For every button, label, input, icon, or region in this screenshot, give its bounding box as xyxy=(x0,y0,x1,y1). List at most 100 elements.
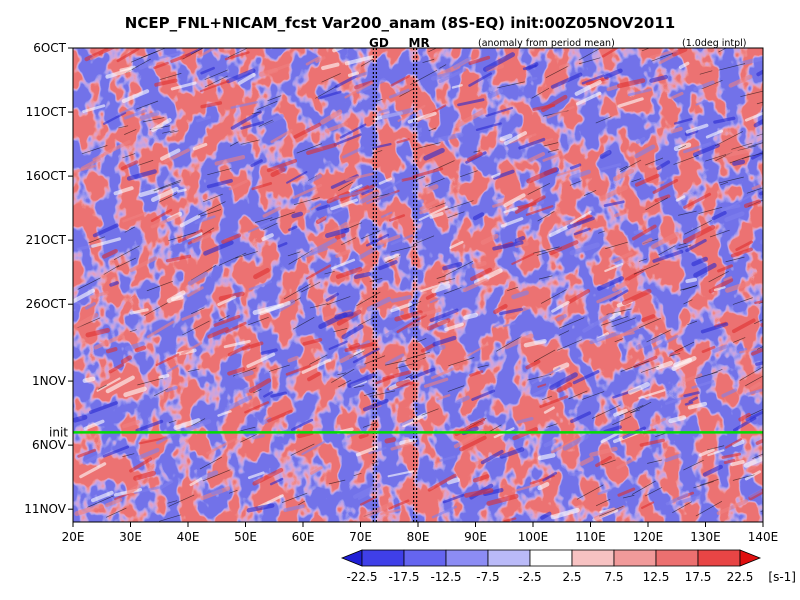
contour-stroke xyxy=(384,360,407,366)
anomaly-streak xyxy=(731,318,756,334)
contour-stroke xyxy=(415,176,426,181)
anomaly-streak xyxy=(355,71,369,78)
contour-stroke xyxy=(187,368,200,372)
contour-stroke xyxy=(668,353,681,357)
contour-stroke xyxy=(281,492,308,503)
anomaly-streak xyxy=(711,210,727,221)
contour-stroke xyxy=(168,494,195,507)
anomaly-streak xyxy=(224,51,250,61)
contour-stroke xyxy=(158,193,178,203)
chart-subtitle-right: (1.0deg intpl) xyxy=(682,38,747,49)
y-tick-label: 6OCT xyxy=(33,41,66,55)
anomaly-streak xyxy=(430,71,453,81)
anomaly-streak xyxy=(558,62,570,70)
contour-stroke xyxy=(578,57,601,65)
contour-stroke xyxy=(413,235,435,245)
anomaly-streak xyxy=(550,507,580,520)
contour-stroke xyxy=(191,307,205,315)
anomaly-streak xyxy=(451,84,463,89)
contour-stroke xyxy=(527,183,550,195)
anomaly-streak xyxy=(739,347,761,354)
anomaly-streak xyxy=(456,395,470,405)
anomaly-streak xyxy=(431,365,460,380)
anomaly-streak xyxy=(332,48,346,53)
anomaly-streak xyxy=(735,240,753,252)
anomaly-streak xyxy=(325,227,350,238)
contour-stroke xyxy=(718,63,746,71)
anomaly-streak xyxy=(310,203,322,211)
anomaly-streak xyxy=(309,466,323,475)
contour-stroke xyxy=(116,257,136,268)
anomaly-streak xyxy=(270,129,293,144)
contour-stroke xyxy=(620,159,642,172)
contour-stroke xyxy=(416,338,427,343)
contour-stroke xyxy=(614,338,624,342)
anomaly-streak xyxy=(654,194,671,203)
contour-stroke xyxy=(204,69,228,80)
contour-stroke xyxy=(202,193,223,203)
contour-stroke xyxy=(694,371,718,380)
anomaly-streak xyxy=(389,88,410,99)
anomaly-streak xyxy=(353,483,381,499)
contour-stroke xyxy=(146,281,174,292)
anomaly-streak xyxy=(157,51,185,60)
contour-stroke xyxy=(737,145,757,151)
anomaly-streak xyxy=(166,364,179,373)
anomaly-streak xyxy=(160,148,181,161)
contour-stroke xyxy=(167,500,178,504)
anomaly-streak xyxy=(74,503,104,517)
anomaly-streak xyxy=(514,235,526,243)
anomaly-streak xyxy=(431,505,457,519)
colorbar-swatch xyxy=(487,549,531,567)
anomaly-streak xyxy=(122,419,140,429)
contour-stroke xyxy=(629,401,652,414)
anomaly-streak xyxy=(316,204,330,211)
anomaly-streak xyxy=(656,160,671,171)
contour-stroke xyxy=(360,59,373,67)
anomaly-streak xyxy=(434,344,446,352)
anomaly-streak xyxy=(576,91,602,106)
anomaly-streak xyxy=(589,331,621,345)
anomaly-streak xyxy=(75,312,99,328)
anomaly-streak xyxy=(407,321,422,329)
anomaly-streak xyxy=(214,155,246,166)
anomaly-streak xyxy=(196,115,212,123)
anomaly-streak xyxy=(649,49,677,59)
init-line-group: init xyxy=(49,425,763,439)
anomaly-streak xyxy=(246,352,276,368)
anomaly-streak xyxy=(498,307,523,316)
anomaly-streak xyxy=(336,309,362,326)
anomaly-streak xyxy=(429,211,444,219)
anomaly-streak xyxy=(491,172,501,179)
x-tick-label: 140E xyxy=(748,530,779,544)
contour-stroke xyxy=(228,490,238,494)
contour-stroke xyxy=(251,111,261,115)
anomaly-streak xyxy=(395,379,411,387)
contour-stroke xyxy=(619,165,628,170)
anomaly-streak xyxy=(192,142,208,151)
anomaly-streak xyxy=(627,382,650,395)
anomaly-streak xyxy=(582,313,613,333)
anomaly-streak xyxy=(751,184,762,190)
anomaly-streak xyxy=(731,439,745,448)
anomaly-streak xyxy=(390,74,411,87)
contour-stroke xyxy=(676,244,692,250)
anomaly-streak xyxy=(359,191,379,204)
anomaly-streak xyxy=(457,98,485,107)
contour-stroke xyxy=(182,320,210,336)
anomaly-streak xyxy=(230,101,258,109)
anomaly-streak xyxy=(92,223,119,238)
anomaly-streak xyxy=(720,204,741,212)
anomaly-streak xyxy=(569,242,600,256)
anomaly-streak xyxy=(736,347,748,354)
contour-stroke xyxy=(290,443,315,456)
contour-stroke xyxy=(428,127,437,132)
anomaly-streak xyxy=(84,48,115,62)
anomaly-streak xyxy=(267,409,293,423)
anomaly-streak xyxy=(358,432,369,439)
y-tick-label: 6NOV xyxy=(32,438,67,452)
anomaly-streak xyxy=(246,503,275,513)
contour-stroke xyxy=(541,289,567,304)
anomaly-streak xyxy=(503,333,534,350)
